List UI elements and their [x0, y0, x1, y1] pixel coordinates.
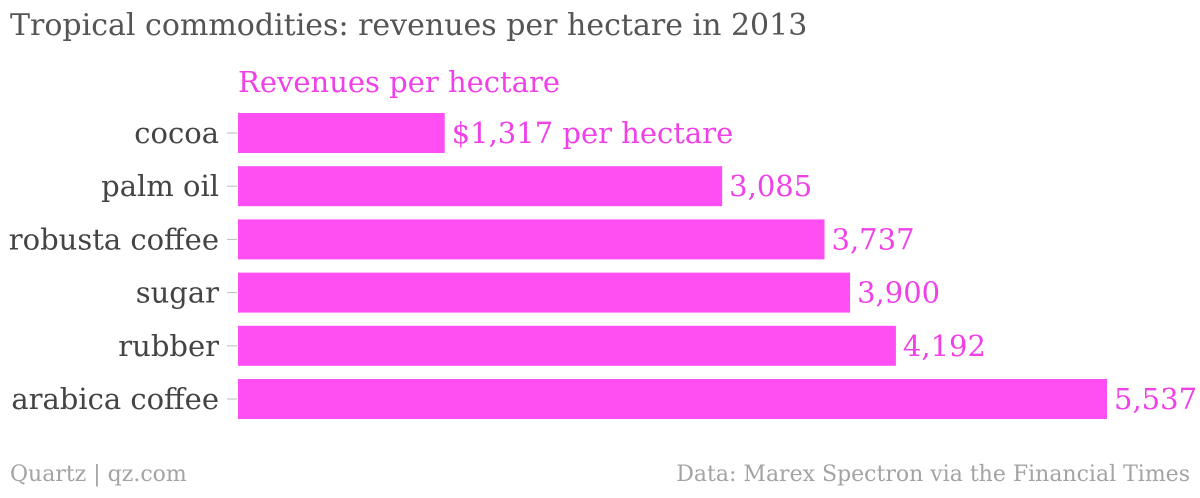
- value-label: 4,192: [903, 329, 986, 363]
- value-label: 3,085: [729, 169, 812, 203]
- category-label: robusta coffee: [9, 222, 219, 256]
- value-labels-layer: $1,317 per hectare 3,085 3,737 3,900 4,192 5,…: [452, 116, 1197, 416]
- value-label: 5,537: [1114, 382, 1197, 416]
- value-label: 3,900: [857, 276, 940, 310]
- footer-source-left: Quartz | qz.com: [10, 462, 187, 487]
- value-label: $1,317 per hectare: [452, 116, 734, 150]
- category-label: palm oil: [101, 169, 219, 203]
- category-label: arabica coffee: [11, 382, 219, 416]
- category-label: sugar: [136, 276, 219, 310]
- chart-title: Tropical commodities: revenues per hecta…: [10, 8, 808, 43]
- series-label: Revenues per hectare: [238, 65, 560, 99]
- bar-cocoa: [238, 113, 445, 153]
- bar-sugar: [238, 272, 851, 313]
- ticks-layer: [227, 132, 237, 400]
- bar-arabica-coffee: [238, 379, 1107, 419]
- bar-robusta-coffee: [238, 219, 825, 260]
- footer-source-right: Data: Marex Spectron via the Financial T…: [676, 462, 1190, 487]
- bars-layer: [238, 113, 1107, 419]
- category-labels-layer: cocoa palm oil robusta coffee sugar rubber ar…: [9, 116, 219, 416]
- category-label: rubber: [118, 329, 219, 363]
- category-label: cocoa: [134, 116, 219, 150]
- bar-rubber: [238, 325, 896, 366]
- bar-palm-oil: [238, 166, 723, 207]
- series-label-layer: Revenues per hectare: [238, 65, 560, 99]
- value-label: 3,737: [832, 222, 915, 256]
